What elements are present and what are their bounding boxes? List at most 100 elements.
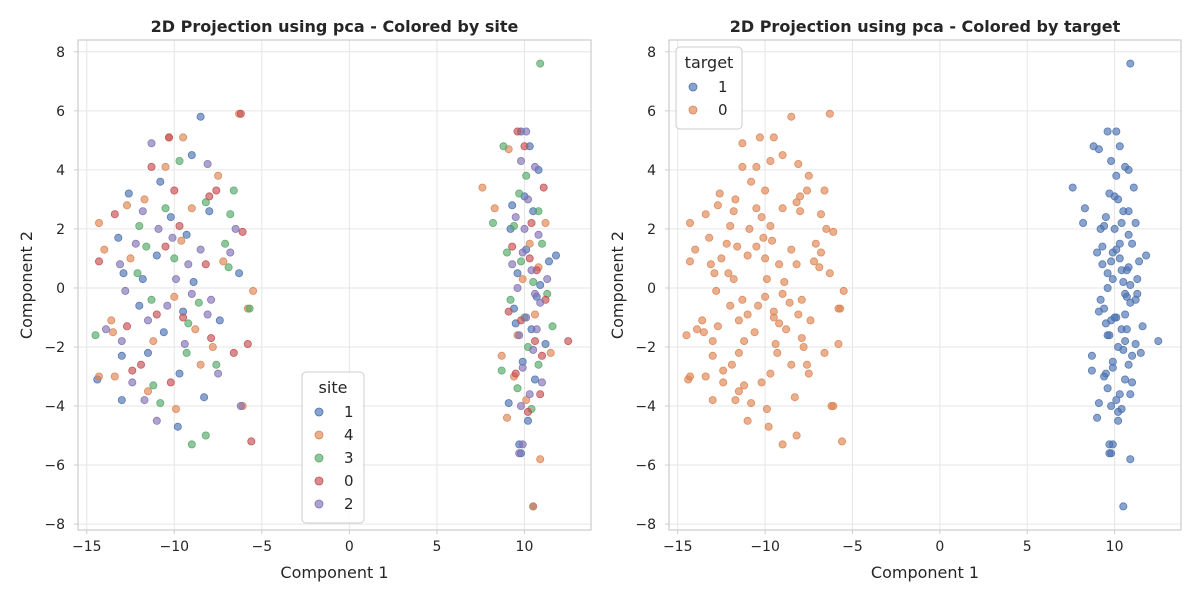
data-point: [794, 159, 803, 168]
data-point: [187, 204, 196, 213]
data-point: [238, 227, 247, 236]
data-point: [743, 310, 752, 319]
data-point: [543, 275, 552, 284]
data-point: [536, 455, 545, 464]
data-point: [511, 213, 520, 222]
data-point: [196, 112, 205, 121]
data-point: [768, 236, 777, 245]
data-point: [214, 171, 223, 180]
data-point: [529, 345, 538, 354]
data-point: [762, 275, 771, 284]
data-point: [515, 189, 524, 198]
data-point: [822, 224, 831, 233]
data-point: [706, 260, 715, 269]
x-tick-label: 5: [432, 539, 441, 555]
data-point: [1115, 254, 1124, 263]
data-point: [508, 260, 517, 269]
data-point: [529, 277, 538, 286]
data-point: [249, 286, 258, 295]
data-point: [147, 139, 156, 148]
data-point: [168, 233, 177, 242]
data-point: [518, 440, 527, 449]
data-point: [515, 331, 524, 340]
data-point: [522, 171, 531, 180]
data-point: [699, 328, 708, 337]
data-point: [170, 254, 179, 263]
y-axis-label: Component 2: [608, 231, 627, 339]
x-axis-label: Component 1: [280, 563, 388, 582]
data-point: [138, 275, 147, 284]
data-point: [184, 319, 193, 328]
data-point: [513, 269, 522, 278]
data-point: [231, 224, 240, 233]
data-point: [726, 221, 735, 230]
data-point: [752, 204, 761, 213]
series-0: [95, 109, 573, 446]
data-point: [506, 295, 515, 304]
data-point: [1093, 413, 1102, 422]
data-point: [792, 431, 801, 440]
data-point: [226, 248, 235, 257]
data-point: [1080, 204, 1089, 213]
y-tick-label: −4: [635, 399, 656, 415]
data-point: [839, 286, 848, 295]
data-point: [564, 337, 573, 346]
data-point: [796, 207, 805, 216]
data-point: [1119, 345, 1128, 354]
data-point: [682, 331, 691, 340]
data-point: [734, 387, 743, 396]
legend-marker: [314, 499, 324, 509]
data-point: [1103, 127, 1112, 136]
data-point: [532, 325, 541, 334]
data-point: [1093, 248, 1102, 257]
x-tick-label: −15: [663, 539, 693, 555]
legend-marker: [688, 82, 698, 92]
data-point: [143, 348, 152, 357]
data-point: [1094, 399, 1103, 408]
data-point: [156, 177, 165, 186]
data-point: [166, 378, 175, 387]
data-point: [518, 363, 527, 372]
data-point: [1129, 183, 1138, 192]
data-point: [187, 289, 196, 298]
data-point: [1110, 224, 1119, 233]
legend-title: site: [319, 378, 348, 397]
data-point: [715, 189, 724, 198]
data-point: [747, 399, 756, 408]
x-tick-label: 10: [1106, 539, 1124, 555]
data-point: [771, 339, 780, 348]
data-point: [810, 257, 819, 266]
data-point: [490, 204, 499, 213]
data-point: [522, 313, 531, 322]
data-point: [110, 210, 119, 219]
x-tick-label: −5: [252, 539, 273, 555]
data-point: [1131, 218, 1140, 227]
data-point: [179, 313, 188, 322]
data-point: [731, 396, 740, 405]
data-point: [708, 351, 717, 360]
data-point: [1138, 322, 1147, 331]
data-point: [1121, 375, 1130, 384]
data-point: [1079, 218, 1088, 227]
data-point: [825, 109, 834, 118]
data-point: [1096, 224, 1105, 233]
data-point: [1121, 337, 1130, 346]
legend-marker: [314, 476, 324, 486]
data-point: [766, 156, 775, 165]
data-point: [691, 245, 700, 254]
legend-marker: [314, 430, 324, 440]
y-tick-label: 0: [56, 281, 65, 297]
legend-label: 4: [344, 426, 354, 444]
data-point: [726, 301, 735, 310]
data-point: [171, 275, 180, 284]
data-point: [790, 393, 799, 402]
data-point: [175, 221, 184, 230]
data-point: [757, 378, 766, 387]
legend-label: 1: [718, 78, 728, 96]
data-point: [1108, 363, 1117, 372]
data-point: [686, 257, 695, 266]
data-point: [1121, 310, 1130, 319]
data-point: [504, 399, 513, 408]
data-point: [787, 245, 796, 254]
data-point: [538, 378, 547, 387]
